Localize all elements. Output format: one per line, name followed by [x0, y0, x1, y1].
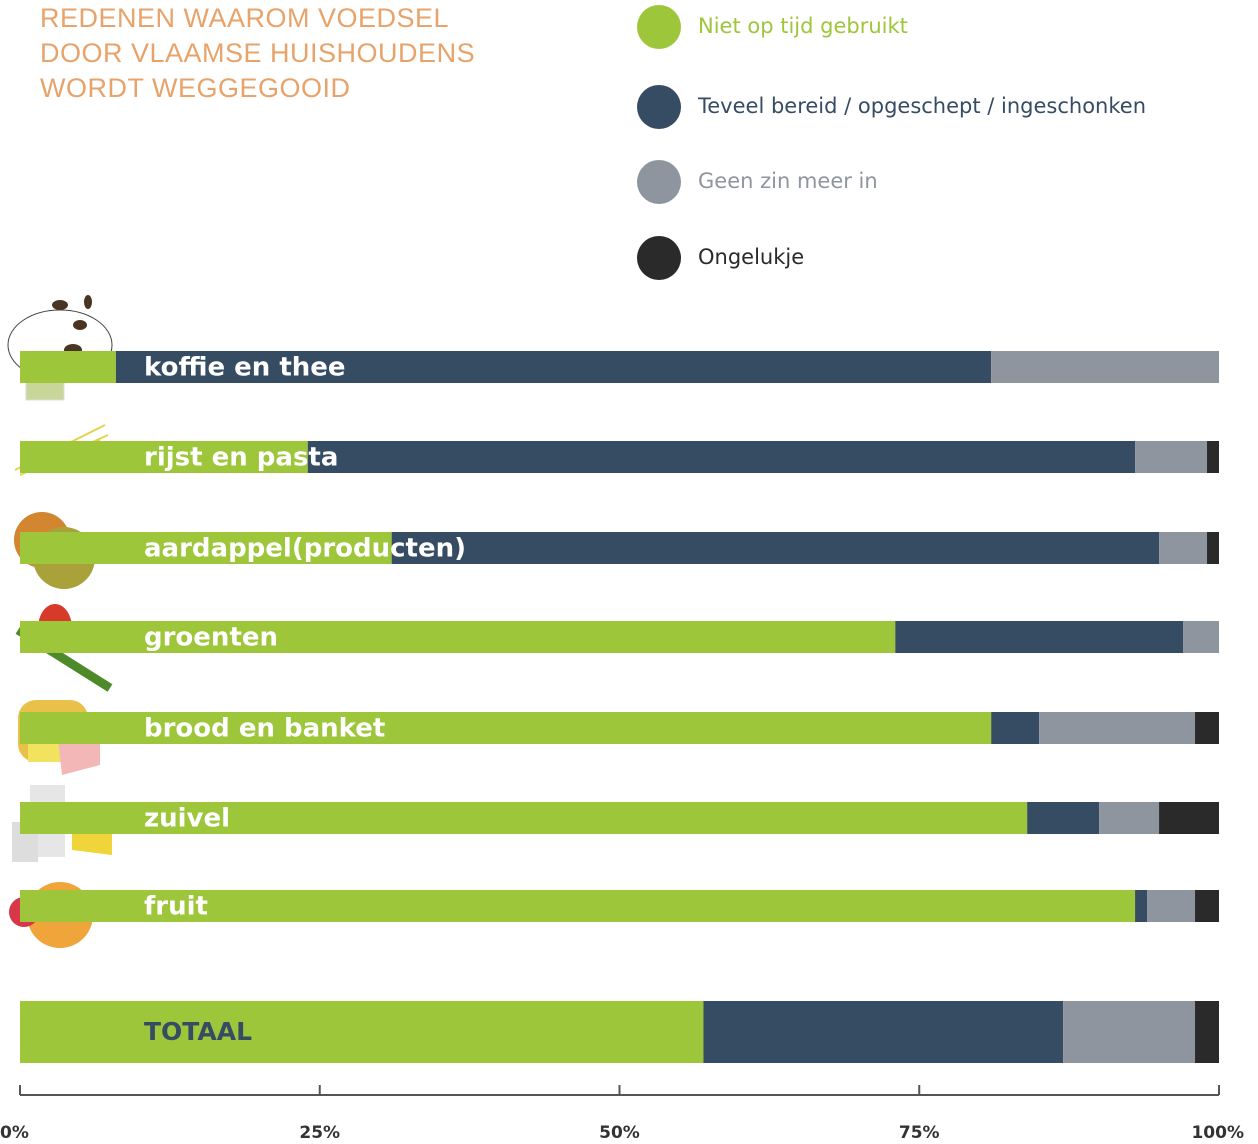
x-tick-label: 100%: [1191, 1123, 1244, 1143]
bar-segment: [1159, 532, 1207, 564]
bar-segment: [1195, 890, 1219, 922]
bar-segment: [1207, 441, 1219, 473]
category-label: fruit: [144, 892, 208, 922]
chart: REDENEN WAAROM VOEDSEL DOOR VLAAMSE HUIS…: [0, 0, 1258, 1144]
bar-segment: [1099, 802, 1159, 834]
legend-label: Ongelukje: [698, 245, 804, 269]
bar-segment: [1135, 890, 1147, 922]
bar-segment: [895, 621, 1183, 653]
bar-segment: [1159, 802, 1219, 834]
bar-segment: [991, 351, 1219, 383]
legend-swatch: [637, 5, 681, 49]
category-label: koffie en thee: [144, 353, 346, 383]
x-tick-label: 0%: [0, 1123, 29, 1143]
chart-title: DOOR VLAAMSE HUISHOUDENS: [40, 38, 475, 68]
bar-segment: [991, 712, 1039, 744]
bar-segment: [1147, 890, 1195, 922]
bar-segment: [392, 532, 1159, 564]
category-label: zuivel: [144, 804, 230, 834]
bar-segment: [20, 351, 116, 383]
bar-segment: [1195, 1001, 1219, 1063]
x-tick-label: 75%: [899, 1123, 940, 1143]
legend-label: Niet op tijd gebruikt: [698, 14, 908, 38]
category-label: brood en banket: [144, 714, 385, 744]
x-tick-label: 25%: [299, 1123, 340, 1143]
legend-label: Teveel bereid / opgeschept / ingeschonke…: [697, 94, 1146, 118]
bar-segment: [1195, 712, 1219, 744]
bar-segment: [20, 1001, 703, 1063]
bar-segment: [1027, 802, 1099, 834]
bar-segment: [1135, 441, 1207, 473]
legend-label: Geen zin meer in: [698, 169, 878, 193]
chart-title: WORDT WEGGEGOOID: [40, 73, 351, 103]
category-label: aardappel(producten): [144, 534, 466, 564]
bar-segment: [1183, 621, 1219, 653]
bar-segment: [308, 441, 1135, 473]
category-label: groenten: [144, 623, 278, 653]
bar-segment: [1063, 1001, 1195, 1063]
bar-segment: [703, 1001, 1063, 1063]
legend-swatch: [637, 85, 681, 129]
bar-segment: [1207, 532, 1219, 564]
category-label: rijst en pasta: [144, 443, 338, 473]
bar-segment: [1039, 712, 1195, 744]
x-tick-label: 50%: [599, 1123, 640, 1143]
category-label: TOTAAL: [144, 1017, 252, 1046]
legend-swatch: [637, 160, 681, 204]
chart-title: REDENEN WAAROM VOEDSEL: [40, 3, 449, 33]
legend-swatch: [637, 236, 681, 280]
